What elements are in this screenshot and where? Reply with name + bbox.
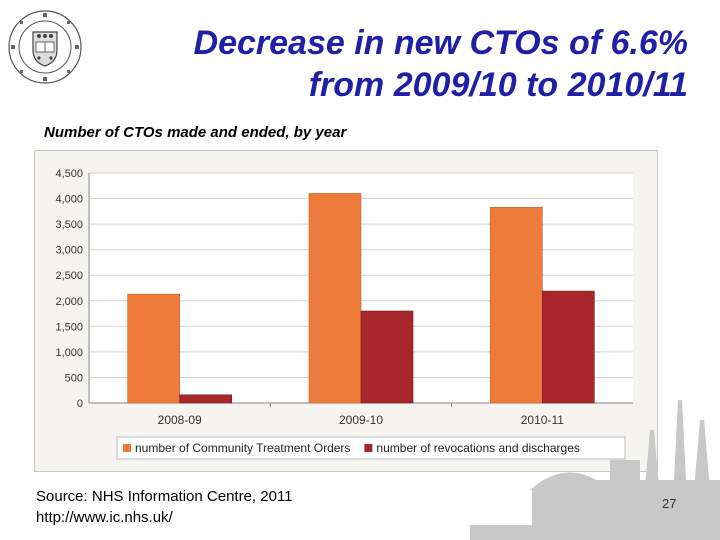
legend-swatch-2 — [364, 444, 373, 452]
university-crest-logo — [8, 10, 82, 84]
bar-2009-10-series-1 — [308, 193, 362, 404]
legend-label-1: number of Community Treatment Orders — [135, 441, 350, 455]
slide-title: Decrease in new CTOs of 6.6% from 2009/1… — [128, 22, 688, 106]
y-tick-label: 500 — [65, 372, 83, 384]
y-tick-label: 2,500 — [55, 270, 83, 282]
y-tick-label: 4,500 — [55, 168, 83, 180]
source-url: http://www.ic.nhs.uk/ — [36, 509, 173, 526]
y-tick-label: 3,000 — [55, 245, 83, 257]
title-line-2: from 2009/10 to 2010/11 — [308, 66, 688, 104]
chart-caption: Number of CTOs made and ended, by year — [44, 124, 347, 141]
slide-number: 27 — [662, 496, 677, 511]
bar-2009-10-series-2 — [360, 310, 414, 404]
bar-chart: 0 500 1,000 1,500 2,000 2,500 3,000 3,500 4,000 4… — [55, 168, 633, 460]
x-tick-label: 2010-11 — [521, 413, 564, 427]
source-note: Source: NHS Information Centre, 2011 htt… — [36, 486, 293, 528]
city-skyline-decoration — [470, 400, 720, 540]
y-tick-label: 3,500 — [55, 219, 83, 231]
x-tick-label: 2008-09 — [158, 413, 202, 427]
source-text: Source: NHS Information Centre, 2011 — [36, 488, 293, 505]
y-tick-label: 2,000 — [55, 296, 83, 308]
chart-frame: 0 500 1,000 1,500 2,000 2,500 3,000 3,500 4,000 4… — [34, 150, 658, 472]
y-tick-label: 4,000 — [55, 194, 83, 206]
x-tick-label: 2009-10 — [339, 413, 383, 427]
bar-2008-09-series-1 — [127, 293, 180, 404]
bar-2008-09-series-2 — [179, 394, 232, 404]
bar-2010-11-series-1 — [490, 206, 543, 404]
bar-2010-11-series-2 — [542, 290, 595, 404]
legend-label-2: number of revocations and discharges — [376, 441, 579, 455]
y-tick-label: 0 — [77, 398, 83, 410]
title-line-1: Decrease in new CTOs of 6.6% — [193, 24, 688, 62]
y-tick-label: 1,000 — [55, 347, 83, 359]
legend-swatch-1 — [123, 444, 131, 452]
y-tick-label: 1,500 — [55, 321, 83, 333]
